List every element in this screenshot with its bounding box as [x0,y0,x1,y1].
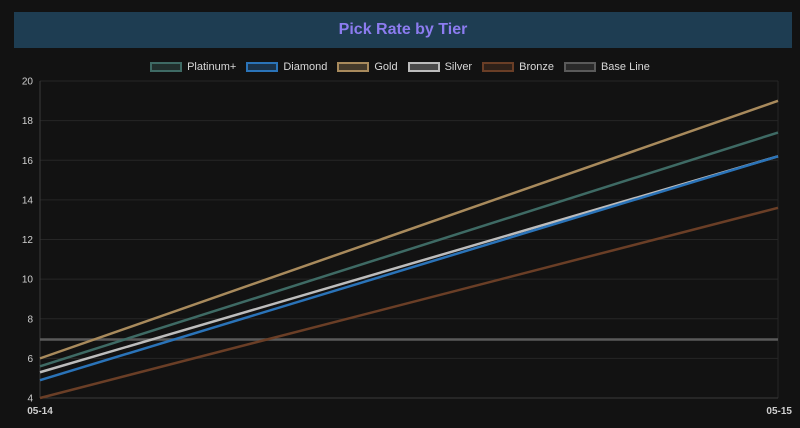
legend-swatch [337,62,370,72]
series-line-gold [39,99,779,360]
chart-title-bar: Pick Rate by Tier [14,12,792,48]
series-line-bronze [39,206,779,400]
y-tick-label: 8 [27,314,33,325]
legend-label: Diamond [283,61,328,73]
legend-swatch [407,62,440,72]
y-tick-label: 16 [22,156,34,167]
legend-label: Silver [444,61,473,73]
legend-item-silver[interactable]: Silver [407,61,473,73]
legend-item-diamond[interactable]: Diamond [246,61,327,73]
legend-label: Gold [374,61,398,73]
legend-swatch [482,62,515,72]
y-tick-label: 18 [22,116,34,127]
y-tick-label: 12 [22,235,34,246]
legend-item-bronze[interactable]: Bronze [482,61,554,73]
y-tick-label: 4 [27,394,33,405]
chart-legend: Platinum+ Diamond Gold Silver Bronze Base Lin… [0,58,800,76]
y-tick-label: 10 [22,275,34,286]
x-tick-label: 05-15 [766,406,792,417]
legend-label: Base Line [600,61,650,73]
legend-label: Platinum+ [187,61,237,73]
legend-swatch [150,62,183,72]
legend-swatch [246,62,279,72]
x-tick-label: 05-14 [27,406,53,417]
y-tick-label: 6 [27,354,33,365]
legend-item-base-line[interactable]: Base Line [563,61,650,73]
y-tick-label: 20 [22,77,34,88]
legend-swatch [563,62,596,72]
chart-title: Pick Rate by Tier [338,21,468,38]
legend-item-gold[interactable]: Gold [337,61,398,73]
series-line-diamond [39,155,779,382]
legend-item-platinum[interactable]: Platinum+ [150,61,236,73]
legend-label: Bronze [519,61,554,73]
series-line-platinum [39,131,779,368]
series-line-silver [39,155,779,374]
y-tick-label: 14 [22,195,34,206]
